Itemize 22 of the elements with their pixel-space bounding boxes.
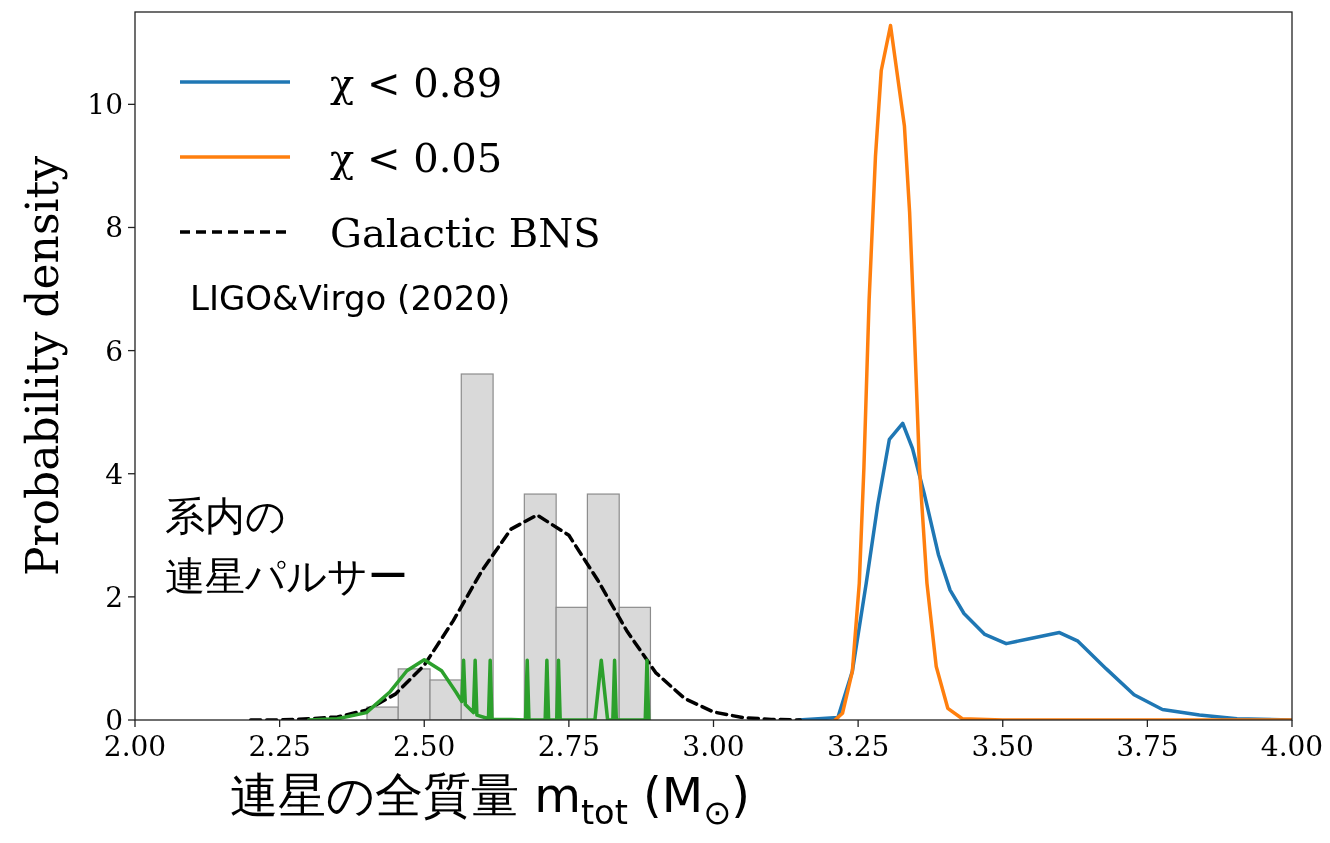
x-tick-label: 2.75	[537, 730, 601, 763]
x-tick-label: 3.00	[682, 730, 745, 763]
x-tick-label: 3.25	[826, 730, 890, 763]
y-tick-label: 2	[105, 580, 123, 614]
annotation: 連星パルサー	[165, 553, 408, 599]
x-tick-label: 2.25	[248, 730, 311, 763]
x-tick-label: 2.00	[103, 730, 167, 763]
legend-label: χ < 0.05	[330, 135, 503, 181]
annotation: LIGO&Virgo (2020)	[190, 278, 511, 318]
annotation: 系内の	[165, 493, 286, 539]
x-tick-label: 2.50	[393, 730, 456, 763]
x-tick-label: 4.00	[1260, 730, 1324, 763]
y-axis-title: Probability density	[17, 155, 68, 577]
legend-label: χ < 0.89	[330, 60, 503, 106]
y-tick-label: 10	[87, 88, 123, 122]
y-tick-label: 8	[105, 211, 123, 245]
x-axis-title: 連星の全質量 m$_{tot}$ (M$_{⊙}$)	[229, 767, 751, 832]
y-tick-label: 4	[105, 457, 123, 491]
legend-label: Galactic BNS	[330, 210, 601, 256]
x-tick-label: 3.75	[1116, 730, 1179, 763]
y-tick-label: 6	[105, 334, 123, 368]
x-tick-label: 3.50	[971, 730, 1034, 763]
